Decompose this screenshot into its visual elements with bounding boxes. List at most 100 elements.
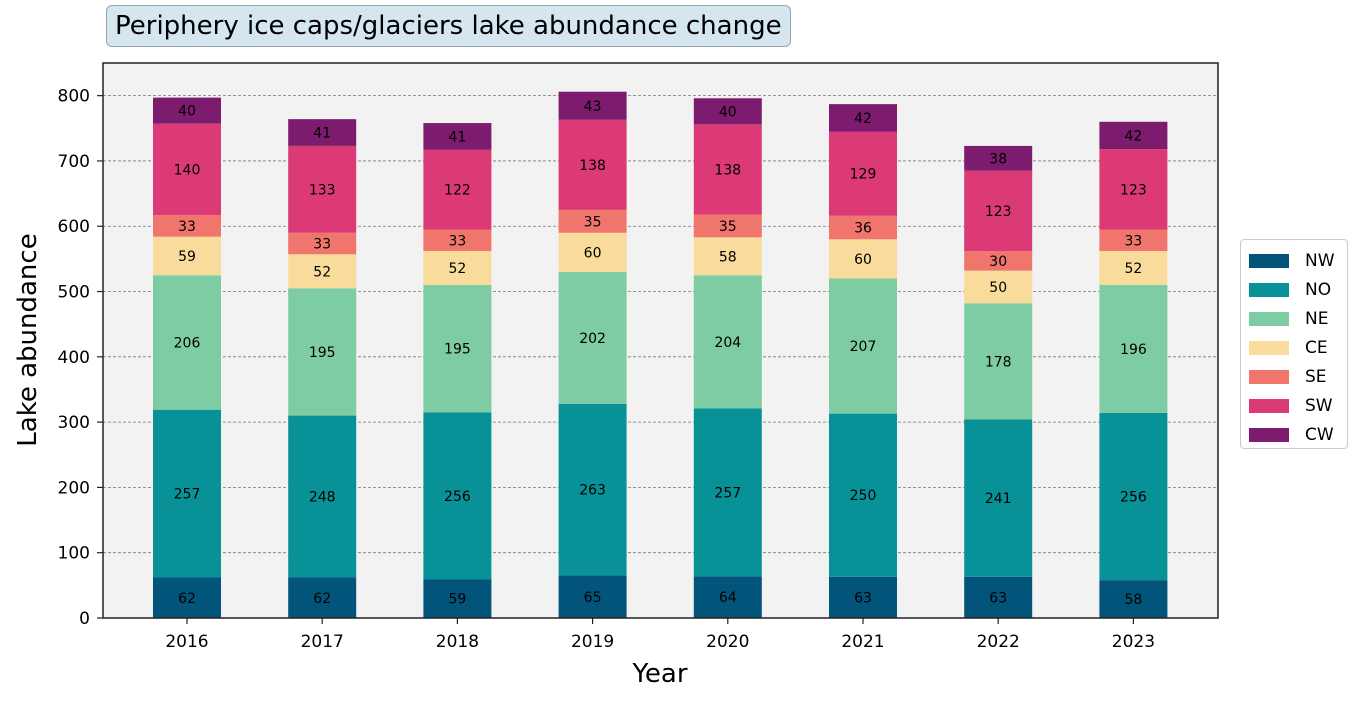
data-label: 52 bbox=[313, 264, 331, 280]
legend-item-se: SE bbox=[1249, 362, 1339, 391]
data-label: 36 bbox=[854, 221, 872, 237]
data-label: 204 bbox=[714, 335, 741, 351]
bar-cw-2017 bbox=[288, 119, 357, 146]
bar-cw-2018 bbox=[423, 123, 492, 150]
legend-label: CE bbox=[1305, 337, 1328, 358]
y-tick-label: 0 bbox=[79, 609, 90, 629]
bar-sw-2020 bbox=[693, 124, 762, 215]
data-label: 263 bbox=[579, 483, 606, 499]
data-label: 35 bbox=[719, 219, 737, 235]
x-tick-label: 2020 bbox=[706, 632, 749, 652]
data-label: 248 bbox=[309, 490, 336, 506]
bar-se-2019 bbox=[558, 209, 627, 233]
legend-swatch bbox=[1249, 340, 1289, 355]
data-label: 207 bbox=[850, 339, 877, 355]
legend-swatch bbox=[1249, 282, 1289, 297]
data-label: 178 bbox=[985, 354, 1012, 370]
legend-swatch bbox=[1249, 253, 1289, 268]
data-label: 250 bbox=[850, 488, 877, 504]
y-tick-label: 100 bbox=[58, 544, 90, 564]
legend-swatch bbox=[1249, 398, 1289, 413]
data-label: 65 bbox=[584, 590, 602, 606]
legend-item-ne: NE bbox=[1249, 304, 1339, 333]
data-label: 64 bbox=[719, 590, 737, 606]
bar-se-2018 bbox=[423, 229, 492, 252]
bar-se-2017 bbox=[288, 232, 357, 255]
legend-swatch bbox=[1249, 311, 1289, 326]
y-tick-label: 500 bbox=[58, 283, 90, 303]
data-label: 138 bbox=[714, 162, 741, 178]
legend-item-ce: CE bbox=[1249, 333, 1339, 362]
bar-nw-2021 bbox=[829, 576, 897, 618]
bar-cw-2019 bbox=[558, 91, 627, 120]
bar-ne-2022 bbox=[964, 303, 1033, 420]
y-tick-label: 400 bbox=[58, 348, 90, 368]
bar-sw-2023 bbox=[1099, 149, 1168, 230]
bar-nw-2018 bbox=[423, 579, 492, 618]
legend: NW NO NE CE SE SW CW bbox=[1240, 239, 1348, 449]
data-label: 59 bbox=[448, 592, 466, 608]
data-label: 196 bbox=[1120, 342, 1147, 358]
bar-cw-2021 bbox=[829, 104, 897, 132]
data-label: 140 bbox=[174, 162, 201, 178]
data-label: 63 bbox=[854, 590, 872, 606]
plot-area bbox=[103, 63, 1218, 618]
bar-cw-2016 bbox=[153, 97, 221, 124]
legend-item-sw: SW bbox=[1249, 391, 1339, 420]
legend-label: SW bbox=[1305, 395, 1333, 416]
bar-no-2023 bbox=[1099, 412, 1168, 581]
bar-no-2021 bbox=[829, 413, 897, 577]
data-label: 256 bbox=[444, 489, 471, 505]
bar-nw-2017 bbox=[288, 577, 357, 618]
y-axis-ticks: 0 100 200 300 400 500 600 700 800 bbox=[58, 87, 103, 629]
bar-cw-2023 bbox=[1099, 121, 1168, 150]
data-label: 33 bbox=[178, 219, 196, 235]
data-label: 195 bbox=[309, 345, 336, 361]
bar-ce-2016 bbox=[153, 236, 221, 276]
bar-sw-2016 bbox=[153, 123, 221, 216]
bar-ne-2021 bbox=[829, 278, 897, 414]
bar-nw-2022 bbox=[964, 576, 1033, 618]
legend-item-cw: CW bbox=[1249, 420, 1339, 449]
data-label: 50 bbox=[989, 280, 1007, 296]
bar-ne-2020 bbox=[693, 275, 762, 409]
y-tick-label: 600 bbox=[58, 217, 90, 237]
plot-frame bbox=[102, 62, 1219, 619]
x-tick-label: 2018 bbox=[436, 632, 479, 652]
data-label: 38 bbox=[989, 151, 1007, 167]
data-label: 123 bbox=[985, 204, 1012, 220]
legend-item-nw: NW bbox=[1249, 246, 1339, 275]
data-label: 33 bbox=[1124, 233, 1142, 249]
data-label: 206 bbox=[174, 335, 201, 351]
bar-ne-2019 bbox=[558, 271, 627, 404]
bar-ce-2017 bbox=[288, 254, 357, 289]
legend-swatch bbox=[1249, 369, 1289, 384]
x-axis-label: Year bbox=[631, 659, 687, 689]
legend-label: NW bbox=[1305, 250, 1335, 271]
legend-label: SE bbox=[1305, 366, 1327, 387]
bar-ne-2018 bbox=[423, 285, 492, 413]
data-label: 256 bbox=[1120, 490, 1147, 506]
legend-label: NE bbox=[1305, 308, 1329, 329]
data-label: 52 bbox=[1124, 261, 1142, 277]
bar-ne-2017 bbox=[288, 288, 357, 416]
bar-ce-2022 bbox=[964, 270, 1033, 304]
y-tick-label: 700 bbox=[58, 152, 90, 172]
data-label: 33 bbox=[313, 237, 331, 253]
data-label: 40 bbox=[719, 104, 737, 120]
bar-cw-2022 bbox=[964, 145, 1033, 171]
bar-no-2017 bbox=[288, 415, 357, 578]
x-tick-label: 2019 bbox=[571, 632, 614, 652]
data-label: 129 bbox=[850, 167, 877, 183]
x-tick-label: 2021 bbox=[841, 632, 884, 652]
bar-se-2016 bbox=[153, 215, 221, 237]
data-label: 41 bbox=[448, 129, 466, 145]
data-label: 123 bbox=[1120, 182, 1147, 198]
legend-swatch bbox=[1249, 427, 1289, 442]
bar-no-2020 bbox=[693, 408, 762, 577]
data-label: 195 bbox=[444, 342, 471, 358]
data-label: 122 bbox=[444, 183, 471, 199]
x-tick-label: 2016 bbox=[165, 632, 208, 652]
bar-nw-2020 bbox=[693, 576, 762, 618]
